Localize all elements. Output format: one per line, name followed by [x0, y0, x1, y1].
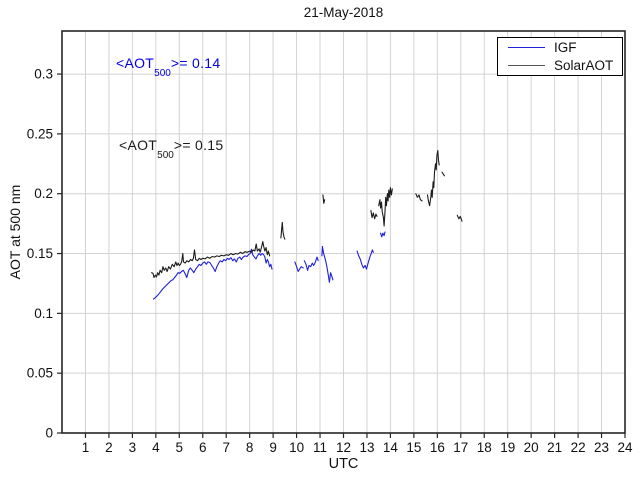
- x-tick-label: 14: [383, 440, 399, 455]
- x-tick-label: 9: [269, 440, 277, 455]
- solaraot-series-line: [280, 221, 286, 240]
- legend-label-solaraot: SolarAOT: [554, 57, 614, 73]
- igf-series-line: [303, 256, 319, 271]
- y-tick-label: 0.3: [34, 67, 53, 82]
- igf-series-line: [380, 231, 386, 238]
- x-tick-label: 6: [199, 440, 207, 455]
- x-tick-label: 24: [617, 440, 633, 455]
- legend: IGF SolarAOT: [497, 37, 623, 76]
- x-tick-label: 10: [289, 440, 304, 455]
- igf-series-line: [152, 248, 273, 300]
- y-tick-label: 0.25: [27, 126, 53, 141]
- annotation-igf-mean-aot: <AOT500>= 0.14: [116, 55, 221, 79]
- x-tick-label: 17: [453, 440, 468, 455]
- x-tick-label: 5: [176, 440, 184, 455]
- igf-series-line: [294, 261, 304, 273]
- annotation-solaraot-mean-aot: <AOT500>= 0.15: [119, 137, 224, 161]
- x-tick-label: 4: [152, 440, 160, 455]
- x-tick-label: 13: [359, 440, 374, 455]
- x-tick-label: 16: [430, 440, 445, 455]
- legend-item-solaraot: SolarAOT: [498, 57, 622, 74]
- x-tick-label: 2: [105, 440, 113, 455]
- solaraot-series-line: [322, 194, 326, 204]
- solaraot-series-line: [370, 209, 378, 220]
- x-tick-label: 19: [500, 440, 515, 455]
- x-tick-label: 15: [406, 440, 421, 455]
- annotation-subscript: 500: [157, 149, 174, 161]
- solaraot-series-line: [441, 171, 445, 177]
- x-tick-label: 8: [246, 440, 254, 455]
- chart-title: 21-May-2018: [303, 5, 384, 20]
- x-tick-label: 11: [313, 440, 327, 455]
- annotation-text: >= 0.15: [173, 137, 224, 153]
- solaraot-series-line: [151, 241, 271, 279]
- solaraot-series-line: [426, 150, 440, 207]
- x-tick-label: 23: [594, 440, 609, 455]
- igf-series-line: [356, 249, 374, 270]
- y-tick-label: 0.1: [34, 306, 53, 321]
- y-tick-label: 0.15: [27, 246, 53, 261]
- x-tick-label: 22: [571, 440, 586, 455]
- legend-item-igf: IGF: [498, 39, 622, 56]
- y-axis-label: AOT at 500 nm: [7, 184, 23, 280]
- x-axis-label: UTC: [328, 456, 359, 472]
- x-tick-label: 1: [82, 440, 90, 455]
- y-tick-label: 0.2: [34, 186, 53, 201]
- x-tick-label: 12: [336, 440, 351, 455]
- legend-label-igf: IGF: [554, 40, 577, 56]
- y-tick-label: 0: [45, 426, 53, 441]
- x-tick-label: 20: [524, 440, 539, 455]
- x-tick-label: 21: [547, 440, 562, 455]
- solaraot-series-line: [456, 214, 463, 222]
- annotation-text: <AOT: [119, 137, 158, 153]
- x-tick-label: 18: [477, 440, 492, 455]
- solaraot-series-line: [378, 187, 393, 227]
- y-tick-label: 0.05: [27, 366, 53, 381]
- x-tick-label: 7: [222, 440, 230, 455]
- igf-line-sample-icon: [508, 47, 545, 49]
- igf-series-line: [321, 245, 334, 283]
- x-tick-label: 3: [129, 440, 137, 455]
- annotation-text: <AOT: [116, 55, 155, 71]
- annotation-text: >= 0.14: [170, 55, 221, 71]
- solaraot-series-line: [415, 193, 423, 202]
- annotation-subscript: 500: [154, 67, 171, 79]
- solaraot-line-sample-icon: [508, 64, 545, 66]
